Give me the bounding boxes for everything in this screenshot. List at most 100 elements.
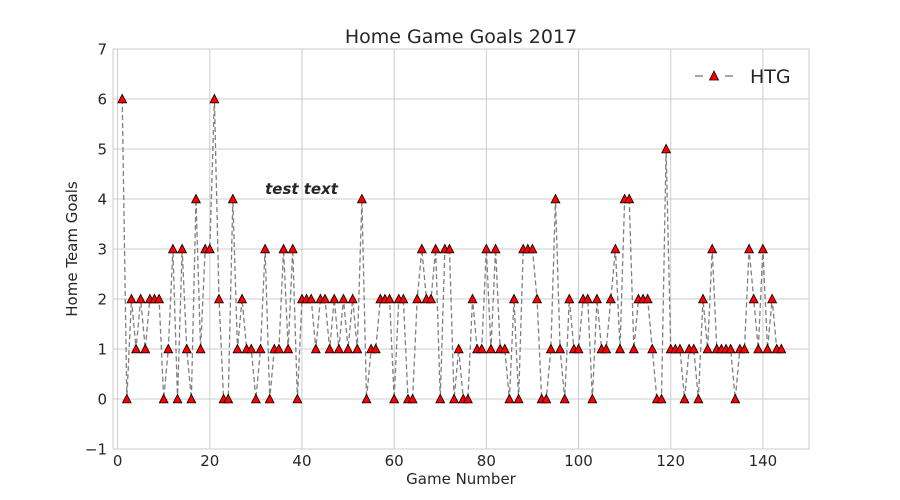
data-point-marker <box>739 343 750 354</box>
data-point-marker <box>541 393 552 404</box>
data-point-marker <box>550 193 561 204</box>
x-tick-label: 140 <box>749 452 778 470</box>
data-point-marker <box>250 393 261 404</box>
data-point-marker <box>213 293 225 304</box>
data-point-marker <box>195 343 206 354</box>
data-point-marker <box>246 343 257 354</box>
data-point-marker <box>744 243 755 254</box>
annotation-text: test text <box>265 180 339 198</box>
data-point-marker <box>601 343 612 354</box>
data-point-marker <box>767 293 778 304</box>
x-axis-label: Game Number <box>406 470 517 488</box>
data-point-marker <box>117 93 128 104</box>
y-tick-label: 0 <box>97 391 107 409</box>
data-point-marker <box>167 243 178 254</box>
x-tick-label: 120 <box>656 452 685 470</box>
data-point-marker <box>642 293 653 304</box>
data-point-marker <box>227 193 238 204</box>
data-point-marker <box>430 243 441 254</box>
data-point-marker <box>416 243 427 254</box>
data-point-marker <box>545 343 556 354</box>
data-point-marker <box>352 343 363 354</box>
data-point-marker <box>499 343 510 354</box>
data-point-marker <box>163 343 174 354</box>
y-tick-label: 4 <box>97 191 107 209</box>
data-point-marker <box>172 393 183 404</box>
data-point-marker <box>730 393 741 404</box>
data-point-marker <box>232 343 243 354</box>
data-point-marker <box>573 343 584 354</box>
y-tick-label: 7 <box>97 41 107 59</box>
data-point-marker <box>273 343 284 354</box>
x-tick-label: 80 <box>477 452 496 470</box>
data-point-marker <box>762 343 773 354</box>
data-point-marker <box>255 343 266 354</box>
y-tick-label: −1 <box>85 441 107 459</box>
data-point-marker <box>370 343 381 354</box>
x-tick-label: 100 <box>564 452 593 470</box>
data-point-marker <box>564 293 575 304</box>
data-point-marker <box>158 393 169 404</box>
data-point-marker <box>748 293 759 304</box>
data-point-marker <box>121 393 132 404</box>
data-point-marker <box>384 293 395 304</box>
data-point-marker <box>310 343 321 354</box>
x-tick-labels: 0 20 40 60 80 100 120 140 <box>113 452 777 470</box>
data-point-marker <box>186 393 197 404</box>
data-point-marker <box>753 343 764 354</box>
data-point-marker <box>389 393 400 404</box>
data-point-marker <box>513 393 524 404</box>
data-point-marker <box>757 243 768 254</box>
data-point-marker <box>504 393 515 404</box>
plot-frame <box>112 48 810 450</box>
data-point-marker <box>333 343 344 354</box>
data-point-marker <box>508 293 520 304</box>
data-point-marker <box>688 343 699 354</box>
data-point-marker <box>412 293 423 304</box>
data-point-marker <box>292 393 303 404</box>
data-point-marker <box>582 293 593 304</box>
data-point-marker <box>338 293 349 304</box>
data-point-marker <box>140 343 151 354</box>
data-point-marker <box>329 293 340 304</box>
data-point-marker <box>426 293 437 304</box>
data-point-marker <box>324 343 335 354</box>
data-point-marker <box>444 243 455 254</box>
data-point-marker <box>237 293 248 304</box>
data-point-marker <box>527 243 538 254</box>
series-htg <box>117 93 787 404</box>
y-tick-label: 5 <box>97 141 107 159</box>
y-tick-label: 1 <box>97 341 107 359</box>
data-point-marker <box>532 293 543 304</box>
data-point-marker <box>223 393 234 404</box>
data-point-marker <box>587 393 598 404</box>
data-point-marker <box>674 343 685 354</box>
data-point-marker <box>725 343 736 354</box>
data-point-marker <box>177 243 188 254</box>
data-point-marker <box>135 293 146 304</box>
data-point-marker <box>306 293 317 304</box>
y-tick-label: 2 <box>97 291 107 309</box>
data-point-marker <box>361 393 372 404</box>
data-point-marker <box>204 243 215 254</box>
data-point-marker <box>591 293 602 304</box>
data-point-marker <box>661 143 672 154</box>
data-point-marker <box>656 393 667 404</box>
data-point-marker <box>614 343 626 354</box>
data-point-marker <box>343 343 354 354</box>
data-point-marker <box>481 243 492 254</box>
data-point-marker <box>467 293 478 304</box>
y-axis-label: Home Team Goals <box>63 181 81 317</box>
data-point-marker <box>610 243 621 254</box>
data-point-marker <box>776 343 787 354</box>
data-point-marker <box>283 343 294 354</box>
data-point-marker <box>702 343 713 354</box>
data-point-marker <box>697 293 709 304</box>
data-point-marker <box>131 343 142 354</box>
data-point-marker <box>647 343 658 354</box>
data-point-marker <box>679 393 690 404</box>
data-point-marker <box>485 343 496 354</box>
data-point-marker <box>449 393 460 404</box>
data-point-marker <box>347 293 358 304</box>
